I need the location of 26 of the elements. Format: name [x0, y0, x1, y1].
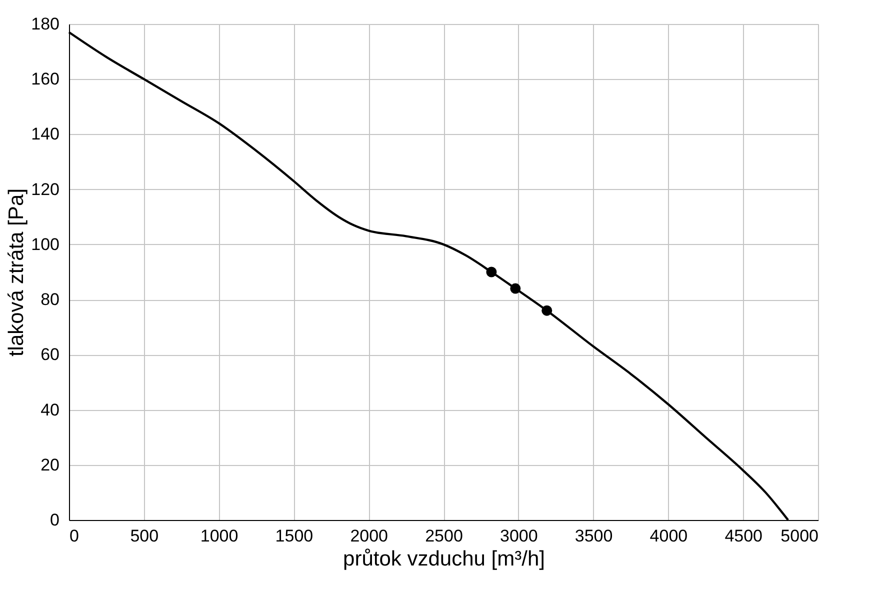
- y-tick-label: 60: [40, 345, 60, 364]
- x-tick-label: 5000: [780, 526, 818, 546]
- x-tick-label: 1000: [200, 526, 238, 546]
- y-tick-label: 20: [40, 455, 60, 474]
- x-tick-label: 1500: [275, 526, 314, 546]
- point: [542, 305, 552, 316]
- y-tick-label: 140: [31, 124, 60, 144]
- y-tick-label: 80: [40, 290, 60, 310]
- y-axis-title: tlaková ztráta [Pa]: [5, 188, 28, 357]
- x-tick-label: 4500: [724, 526, 763, 546]
- y-tick-label: 0: [50, 510, 60, 530]
- y-tick-label: 120: [31, 180, 60, 199]
- y-tick-label: 100: [31, 234, 60, 254]
- x-tick-label: 2500: [425, 526, 463, 546]
- x-tick-label: 3500: [574, 526, 613, 546]
- point: [486, 266, 497, 278]
- x-tick-label: 0: [70, 526, 79, 546]
- x-axis-title: průtok vzduchu [m³/h]: [343, 548, 545, 570]
- x-tick-label: 2000: [350, 526, 388, 546]
- x-tick-label: 4000: [650, 526, 688, 546]
- y-tick-label: 40: [40, 400, 60, 420]
- point: [510, 283, 521, 294]
- y-tick-label: 180: [31, 14, 60, 34]
- x-tick-label: 500: [130, 526, 159, 546]
- x-tick-label: 3000: [500, 526, 538, 546]
- y-tick-label: 160: [31, 70, 60, 89]
